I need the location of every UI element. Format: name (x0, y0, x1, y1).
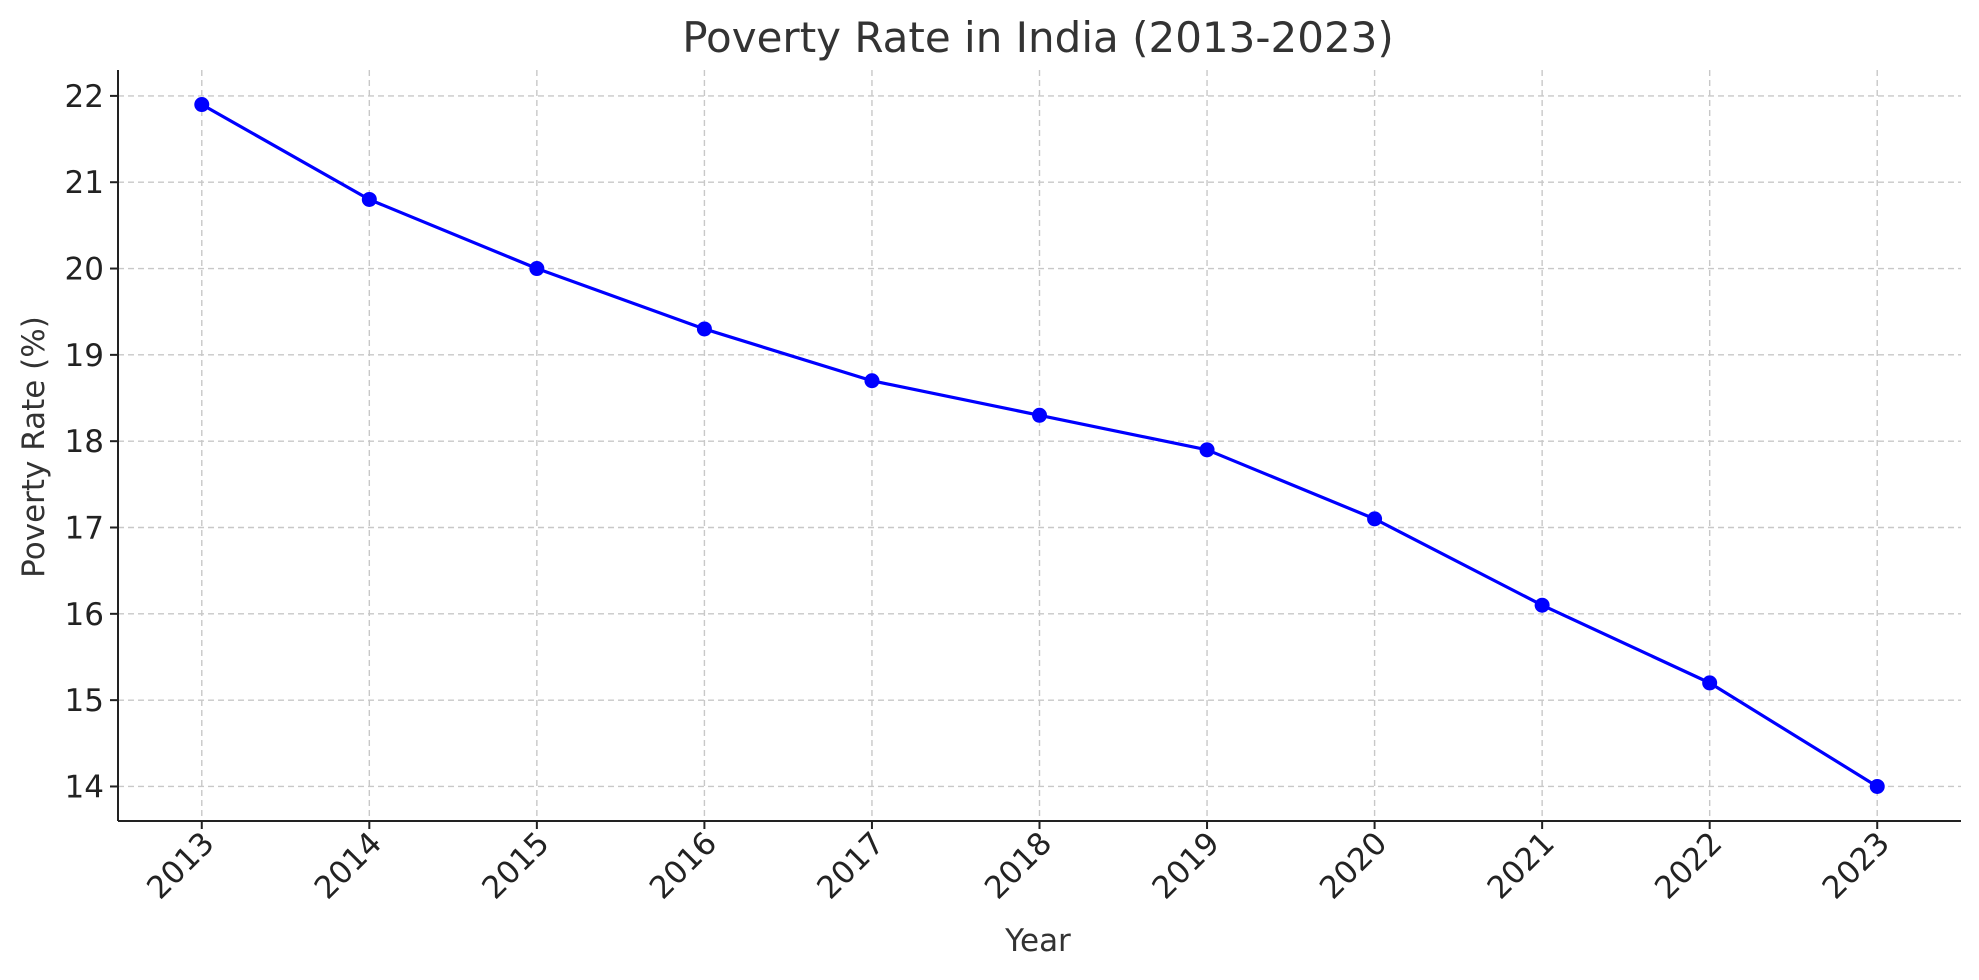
x-tick-label: 2020 (1313, 825, 1394, 906)
data-point-marker (1032, 407, 1047, 423)
data-point-marker (1367, 511, 1383, 527)
data-point-marker (1702, 675, 1718, 691)
x-tick-label: 2014 (308, 825, 389, 906)
y-tick-label: 17 (65, 511, 104, 547)
data-point-marker (696, 321, 712, 337)
data-point-marker (361, 191, 377, 207)
x-axis-label: Year (1004, 923, 1071, 959)
data-point-marker (1534, 597, 1550, 613)
y-tick-label: 16 (65, 597, 104, 633)
x-tick-label: 2021 (1481, 825, 1562, 906)
data-point-marker (864, 373, 880, 389)
grid-layer (118, 70, 1961, 821)
y-tick-label: 18 (65, 424, 104, 460)
x-tick-label: 2019 (1145, 825, 1226, 906)
chart-title: Poverty Rate in India (2013-2023) (682, 13, 1394, 62)
y-tick-label: 19 (65, 338, 104, 374)
x-tick-label: 2013 (140, 825, 221, 906)
x-tick-label: 2022 (1648, 825, 1729, 906)
data-point-marker (194, 97, 210, 113)
y-tick-label: 14 (65, 769, 104, 805)
data-point-marker (1199, 442, 1215, 458)
data-point-marker (529, 261, 545, 277)
y-tick-label: 15 (65, 683, 104, 719)
y-tick-label: 21 (65, 165, 104, 201)
x-tick-label: 2018 (978, 825, 1059, 906)
x-tick-label: 2023 (1816, 825, 1897, 906)
data-point-marker (1869, 778, 1885, 794)
series-layer (194, 97, 1885, 794)
x-tick-label: 2017 (810, 825, 891, 906)
y-tick-label: 22 (65, 79, 104, 115)
y-axis-label: Poverty Rate (%) (16, 316, 52, 578)
x-tick-label: 2015 (475, 825, 556, 906)
x-tick-label: 2016 (643, 825, 724, 906)
y-tick-label: 20 (65, 252, 104, 288)
